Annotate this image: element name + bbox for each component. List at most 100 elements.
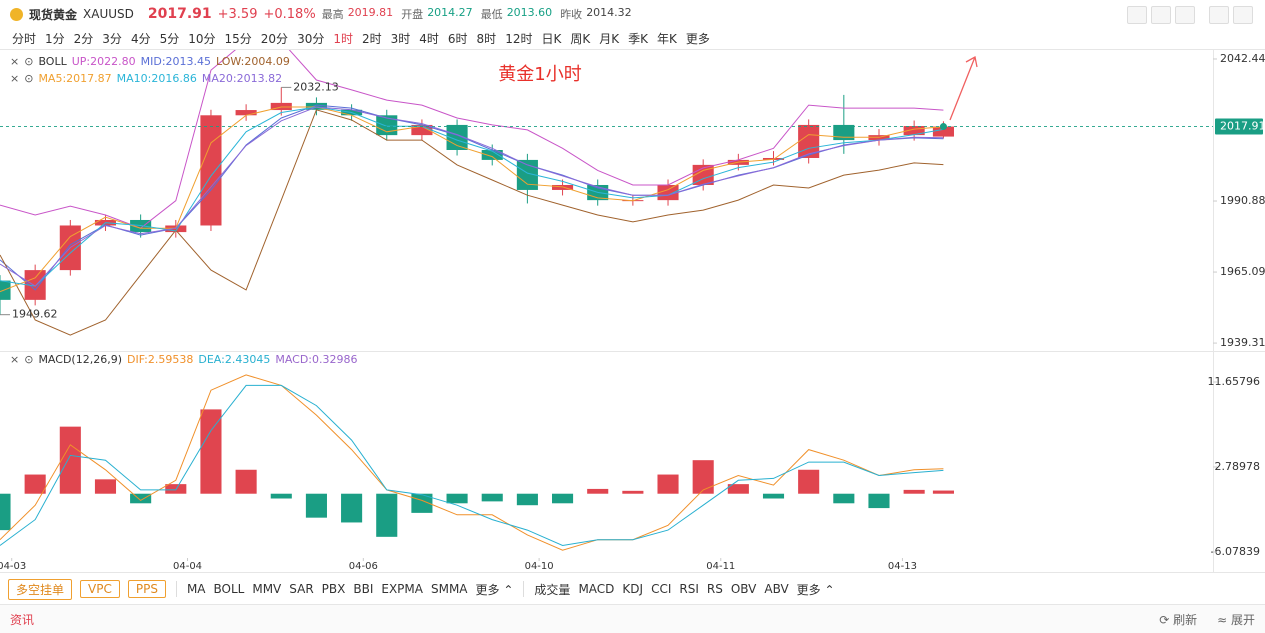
indicator[interactable]: SMMA [430, 582, 468, 596]
histogram-bar [305, 493, 327, 518]
legend-entry: MA5:2017.87 [38, 72, 112, 85]
x-tick-label: 04-11 [706, 561, 735, 572]
indicator[interactable]: BOLL [213, 582, 245, 596]
timeframe[interactable]: 季K [628, 31, 648, 46]
candle-body [657, 184, 679, 201]
candle-body [833, 124, 855, 141]
indicator[interactable]: ABV [764, 582, 789, 596]
indicator[interactable]: OBV [730, 582, 757, 596]
macd-pane [0, 374, 954, 551]
timeframe[interactable]: 2分 [73, 31, 94, 46]
indicator[interactable]: EXPMA [381, 582, 423, 596]
candle-body [411, 124, 433, 136]
indicator[interactable]: MMV [252, 582, 282, 596]
timeframe[interactable]: 30分 [297, 31, 325, 46]
indicator[interactable]: BBI [353, 582, 374, 596]
timeframe[interactable]: 4时 [419, 31, 439, 46]
stat-value: 2014.27 [427, 6, 473, 19]
timeframe[interactable]: 月K [599, 31, 620, 46]
timeframe[interactable]: 更多 [685, 31, 710, 46]
histogram-bar [727, 484, 749, 494]
stat-label: 最高 [321, 8, 344, 21]
indicator[interactable]: RSI [679, 582, 699, 596]
refresh[interactable]: 刷新 [1159, 611, 1197, 628]
histogram-bar [868, 493, 890, 509]
candle-body [305, 102, 327, 110]
indicator[interactable]: CCI [651, 582, 672, 596]
order-button[interactable]: VPC [80, 580, 120, 598]
legend-entry: DIF:2.59538 [126, 353, 194, 366]
timeframe[interactable]: 20分 [260, 31, 289, 46]
tool-button[interactable] [1175, 6, 1195, 24]
indicator[interactable]: RS [706, 582, 723, 596]
indicator-line [0, 50, 944, 229]
quote-bar: 现货黄金 XAUUSD 2017.91 +3.59 +0.18% 最高 2019.… [10, 0, 636, 28]
candle-body [516, 159, 538, 190]
timeframe[interactable]: 1时 [333, 31, 353, 46]
timeframe[interactable]: 4分 [130, 31, 151, 46]
timeframe[interactable]: 6时 [447, 31, 468, 46]
timeframe[interactable]: 15分 [224, 31, 252, 46]
histogram-bar [932, 490, 954, 494]
stat-value: 2019.81 [347, 6, 394, 19]
timeframe[interactable]: 周K [570, 31, 591, 46]
change-pct: +0.18% [263, 6, 316, 22]
timeframe[interactable]: 2时 [361, 31, 382, 46]
last-price-box [1215, 118, 1263, 135]
legend: × ⊙ MA5:2017.87 MA10:2016.86 MA20:2013.82 [10, 72, 283, 85]
tool-button[interactable] [1233, 6, 1253, 24]
candle-body [24, 270, 46, 300]
y-tick-label: -6.07839 [1211, 545, 1260, 558]
timeframe[interactable]: 12时 [505, 31, 533, 46]
indicator-line [0, 104, 944, 291]
candle-body [903, 126, 925, 136]
candle-body [165, 225, 187, 233]
indicator[interactable]: SAR [289, 582, 314, 596]
price: 2017.91 [147, 6, 212, 22]
tool-button[interactable] [1127, 6, 1147, 24]
indicator[interactable]: 更多 [797, 581, 835, 598]
histogram-bar [376, 493, 398, 537]
timeframe[interactable]: 10分 [188, 31, 216, 46]
indicator[interactable]: MA [186, 582, 206, 596]
histogram-bar [235, 469, 257, 494]
x-tick-label: 04-03 [0, 561, 26, 572]
expand[interactable]: 展开 [1217, 611, 1255, 628]
low-label: 1949.62 [12, 308, 58, 321]
indicator[interactable]: PBX [321, 582, 346, 596]
indicator[interactable]: 成交量 [534, 582, 571, 597]
high-label: 2032.13 [293, 80, 339, 93]
indicator[interactable]: 更多 [476, 581, 514, 598]
timeframe[interactable]: 1分 [45, 31, 65, 46]
y-tick-label: 2.78978 [1215, 460, 1261, 473]
histogram-bar [798, 469, 820, 494]
candle-body [200, 115, 222, 226]
histogram-bar [552, 493, 574, 504]
histogram-bar [762, 493, 785, 499]
x-tick-label: 04-13 [888, 561, 917, 572]
y-tick-label: 1990.88 [1220, 194, 1265, 207]
timeframe[interactable]: 3分 [102, 31, 122, 46]
symbol[interactable]: XAUUSD [83, 7, 134, 21]
tool-button[interactable] [1209, 6, 1229, 24]
timeframe[interactable]: 年K [656, 31, 677, 46]
indicator[interactable]: KDJ [622, 582, 644, 596]
timeframe[interactable]: 5分 [159, 31, 180, 46]
tool-button[interactable] [1151, 6, 1171, 24]
last-point [939, 123, 947, 131]
timeframe[interactable]: 分时 [12, 31, 37, 46]
histogram-bar [24, 474, 46, 494]
timeframe[interactable]: 日K [541, 31, 562, 46]
timeframe[interactable]: 8时 [476, 31, 497, 46]
order-button[interactable]: PPS [127, 580, 166, 598]
news-tab[interactable]: 资讯 [10, 612, 35, 627]
indicator[interactable]: MACD [578, 582, 615, 596]
timeframe[interactable]: 3时 [390, 31, 411, 46]
legend-entry: MACD:0.32986 [275, 353, 358, 366]
y-tick-label: 11.65796 [1208, 375, 1261, 388]
candle-body [798, 124, 820, 158]
candle-body [235, 110, 257, 116]
order-button[interactable]: 多空挂单 [8, 578, 73, 600]
